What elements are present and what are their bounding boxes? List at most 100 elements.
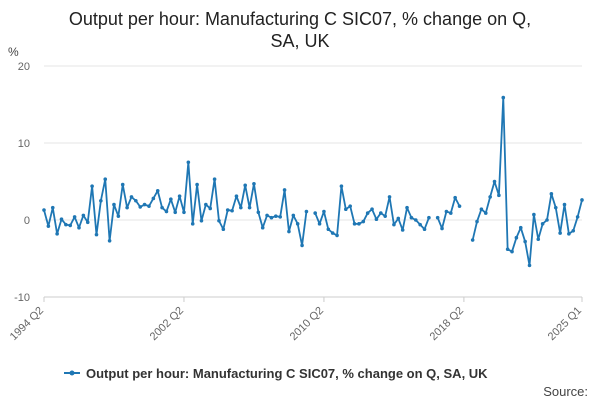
data-points: [42, 95, 584, 268]
data-point: [260, 225, 265, 230]
data-point: [475, 219, 479, 224]
y-tick-label: 0: [24, 215, 30, 227]
chart-title-line-2: SA, UK: [270, 31, 329, 51]
data-point: [383, 214, 387, 218]
data-point: [129, 195, 134, 199]
data-point: [497, 193, 501, 198]
data-point: [72, 215, 77, 219]
data-point: [300, 243, 304, 248]
data-point: [304, 209, 309, 214]
data-point: [379, 211, 383, 215]
data-point: [160, 205, 164, 210]
data-point: [252, 182, 256, 186]
data-point: [400, 228, 405, 232]
data-point: [344, 207, 348, 212]
data-point: [190, 222, 195, 226]
data-point: [107, 238, 112, 243]
data-point: [138, 205, 143, 209]
data-point: [540, 222, 545, 226]
data-point: [501, 95, 506, 100]
x-tick-label: 2018 Q2: [428, 305, 466, 343]
data-point: [287, 229, 291, 234]
y-tick-label: 20: [18, 61, 30, 73]
data-point: [247, 205, 252, 210]
data-point: [448, 211, 453, 215]
data-point: [580, 198, 584, 202]
data-point: [457, 204, 462, 208]
data-point: [488, 195, 492, 199]
data-point: [505, 247, 510, 252]
legend-entry: Output per hour: Manufacturing C SIC07, …: [86, 366, 488, 381]
data-point: [357, 222, 361, 226]
data-point: [392, 222, 396, 227]
data-point: [435, 215, 440, 220]
data-point: [42, 208, 46, 212]
data-point: [155, 188, 160, 193]
data-point: [413, 218, 418, 222]
data-point: [483, 211, 488, 215]
data-point: [269, 215, 274, 220]
series-line: [43, 96, 583, 267]
data-point: [518, 225, 523, 230]
data-point: [313, 211, 317, 215]
data-point: [217, 218, 221, 223]
data-point: [532, 212, 536, 217]
data-point: [199, 218, 204, 223]
data-point: [418, 222, 422, 227]
data-point: [492, 179, 497, 184]
data-point: [440, 226, 444, 231]
data-point: [46, 224, 51, 228]
data-point: [361, 219, 366, 224]
data-point: [186, 160, 191, 165]
series-segment: [436, 196, 461, 230]
data-point: [125, 205, 129, 210]
source-label: Source:: [543, 384, 588, 399]
data-point: [134, 198, 138, 203]
data-point: [453, 195, 457, 200]
data-point: [116, 214, 121, 218]
data-point: [387, 195, 392, 199]
x-tick-label: 2002 Q2: [148, 305, 186, 343]
data-point: [470, 238, 475, 242]
data-point: [85, 220, 90, 225]
data-point: [59, 217, 64, 222]
data-point: [94, 232, 99, 237]
data-point: [527, 263, 532, 268]
data-point: [169, 197, 173, 202]
legend: Output per hour: Manufacturing C SIC07, …: [64, 366, 488, 381]
data-point: [173, 210, 178, 215]
data-point: [479, 207, 484, 212]
data-point: [55, 232, 59, 236]
data-point: [112, 202, 116, 207]
data-point: [374, 217, 379, 222]
data-point: [514, 235, 519, 240]
data-point: [322, 209, 326, 214]
data-point: [77, 225, 81, 230]
data-point: [81, 213, 86, 218]
data-point: [510, 249, 514, 254]
data-point: [99, 198, 103, 203]
data-point: [50, 205, 55, 210]
data-point: [230, 208, 234, 213]
data-point: [553, 205, 558, 210]
x-tick-label: 2010 Q2: [288, 305, 326, 343]
legend-swatch-marker: [69, 370, 75, 376]
data-point: [239, 205, 243, 210]
data-point: [396, 216, 401, 221]
data-point: [567, 232, 571, 236]
data-point: [151, 196, 156, 201]
data-point: [444, 209, 449, 214]
data-point: [147, 204, 151, 208]
data-point: [64, 222, 68, 227]
series-segment: [43, 161, 308, 247]
data-point: [405, 205, 409, 210]
data-point: [164, 209, 169, 214]
y-tick-label: 10: [18, 138, 30, 150]
data-point: [120, 182, 125, 187]
data-point: [427, 215, 431, 220]
data-point: [536, 237, 541, 242]
data-point: [278, 215, 283, 219]
data-point: [330, 231, 335, 235]
y-tick-labels: 20 10 0 -10: [14, 61, 30, 304]
